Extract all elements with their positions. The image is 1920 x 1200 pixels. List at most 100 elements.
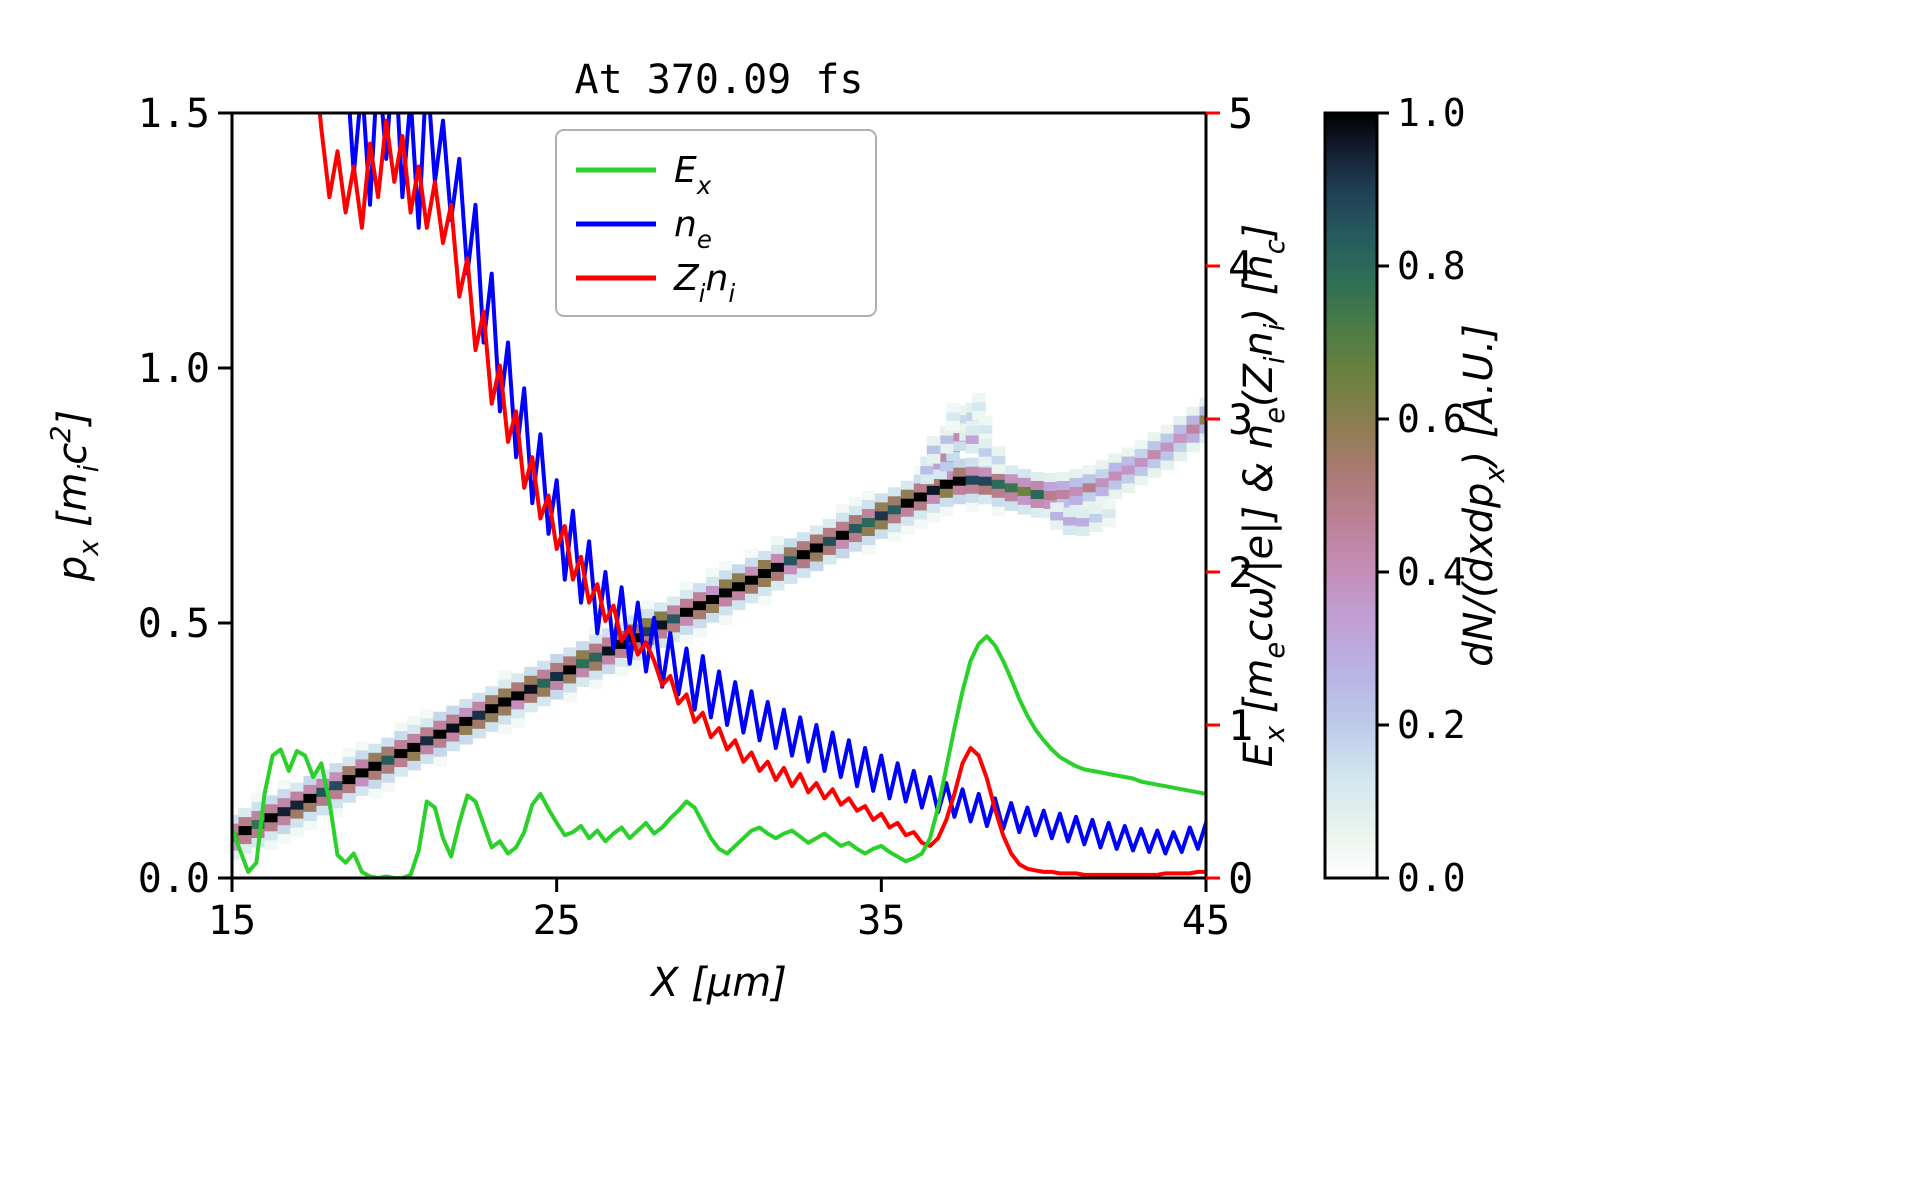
heatmap-cell (628, 651, 642, 661)
heatmap-cell (420, 709, 434, 719)
heatmap-cell (939, 434, 954, 445)
heatmap-cell (680, 607, 694, 618)
heatmap-cell (1160, 424, 1175, 435)
heatmap-cell (835, 548, 850, 559)
heatmap-cell (238, 844, 253, 854)
heatmap-cell (264, 822, 279, 832)
heatmap-cell (511, 682, 525, 692)
heatmap-cell (498, 724, 512, 735)
heatmap-cell (1186, 442, 1201, 453)
heatmap-cell (732, 600, 746, 610)
heatmap-cell (861, 509, 876, 519)
heatmap-cell (913, 510, 928, 521)
heatmap-cell (407, 751, 421, 762)
y-left-tick-label: 0.0 (138, 856, 210, 902)
heatmap-cell (887, 532, 902, 542)
heatmap-cell (264, 804, 279, 814)
heatmap-cell (589, 634, 603, 645)
heatmap-cell (498, 688, 512, 699)
heatmap-cell (1147, 468, 1162, 478)
heatmap-cell (1186, 424, 1201, 435)
heatmap-cell (848, 497, 863, 507)
heatmap-cell (654, 638, 668, 649)
heatmap-cell (1173, 415, 1188, 426)
heatmap-cell (1173, 442, 1188, 453)
heatmap-cell (1095, 487, 1110, 497)
heatmap-cell (537, 660, 551, 671)
heatmap-cell (1017, 477, 1032, 488)
heatmap-cell (822, 554, 837, 565)
heatmap-cell (251, 811, 266, 821)
heatmap-cell (303, 811, 317, 822)
heatmap-cell (783, 547, 798, 557)
heatmap-cell (758, 596, 772, 606)
heatmap-cell (939, 488, 954, 499)
y-left-tick-label: 1.5 (138, 91, 210, 137)
heatmap-cell (1102, 499, 1116, 510)
heatmap-cell (615, 621, 629, 632)
heatmap-cell (946, 411, 960, 422)
legend-label: Zini (673, 258, 735, 308)
heatmap-cell (433, 729, 447, 740)
heatmap-cell (1134, 466, 1149, 477)
heatmap-cell (615, 666, 629, 677)
heatmap-cell (238, 817, 253, 827)
heatmap-cell (602, 637, 616, 648)
heatmap-cell (926, 436, 941, 446)
heatmap-cell (796, 532, 811, 542)
heatmap-cell (732, 591, 746, 601)
heatmap-cell (1147, 441, 1162, 451)
heatmap-cell (965, 475, 980, 486)
heatmap-cell (719, 579, 733, 589)
heatmap-cell (926, 454, 941, 464)
heatmap-cell (1043, 473, 1058, 483)
heatmap-cell (946, 402, 960, 413)
heatmap-cell (1030, 499, 1045, 509)
heatmap-cell (277, 780, 292, 790)
heatmap-cell (965, 484, 980, 495)
heatmap-cell (394, 749, 408, 759)
heatmap-cell (277, 816, 292, 826)
heatmap-cell (1160, 442, 1175, 453)
heatmap-cell (251, 793, 266, 803)
colorbar-gradient (1323, 111, 1379, 880)
heatmap-cell (770, 580, 785, 591)
chart-title: At 370.09 fs (575, 57, 864, 103)
heatmap-cell (641, 600, 655, 610)
heatmap-cell (913, 492, 928, 503)
heatmap-cell (290, 800, 304, 811)
heatmap-cell (511, 673, 525, 683)
heatmap-cell (796, 541, 811, 551)
heatmap-cell (1199, 415, 1206, 426)
heatmap-cell (550, 690, 564, 700)
heatmap-cell (264, 831, 279, 841)
heatmap-cell (1030, 508, 1045, 518)
heatmap-cell (933, 469, 947, 479)
heatmap-cell (920, 474, 934, 485)
heatmap-cell (1030, 490, 1045, 500)
heatmap-cell (264, 795, 279, 805)
heatmap-cell (965, 420, 980, 431)
heatmap-cell (316, 787, 330, 798)
heatmap-cell (946, 420, 960, 431)
heatmap-cell (972, 401, 986, 412)
heatmap-cell (1199, 397, 1206, 408)
heatmap-cell (693, 619, 707, 629)
heatmap-cell (602, 655, 616, 666)
heatmap-cell (1199, 424, 1206, 435)
legend-box (555, 129, 877, 317)
heatmap-cell (511, 691, 525, 701)
heatmap-cell (822, 518, 837, 529)
heatmap-cell (498, 679, 512, 690)
heatmap-cell (952, 441, 967, 451)
heatmap-cell (303, 784, 317, 795)
heatmap-cell (965, 466, 980, 477)
heatmap-cell (900, 489, 915, 500)
heatmap-cell (316, 796, 330, 807)
heatmap-cell (589, 643, 603, 654)
heatmap-cell (887, 496, 902, 506)
heatmap-cell (706, 586, 720, 596)
line-layer (232, 113, 1206, 878)
heatmap-cell (874, 529, 889, 539)
